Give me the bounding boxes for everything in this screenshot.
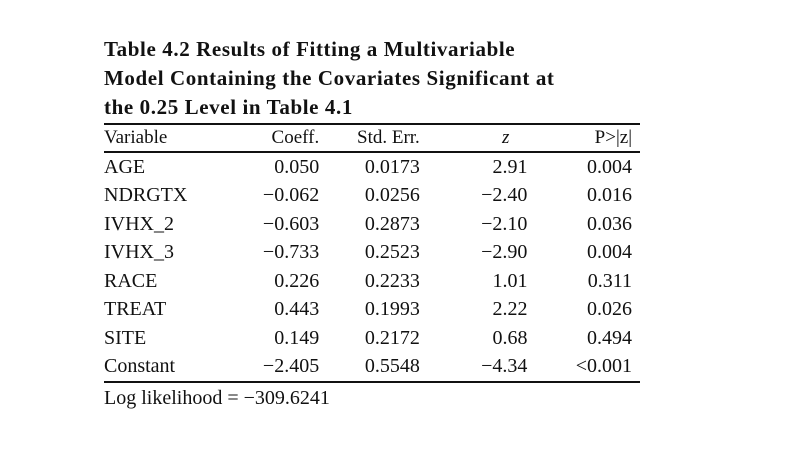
table-body: AGE 0.050 0.0173 2.91 0.004 NDRGTX −0.062 0.025… bbox=[104, 152, 640, 383]
z-cell: −2.90 bbox=[481, 241, 528, 264]
column-header-variable: Variable bbox=[104, 125, 228, 153]
coeff-cell: 0.226 bbox=[274, 269, 320, 292]
table-row: IVHX_3 −0.733 0.2523 −2.90 0.004 bbox=[104, 239, 640, 268]
table-caption: Table 4.2 Results of Fitting a Multivari… bbox=[104, 35, 640, 122]
z-cell: −2.10 bbox=[481, 212, 528, 235]
column-header-z: z bbox=[419, 125, 538, 153]
table-row: RACE 0.226 0.2233 1.01 0.311 bbox=[104, 267, 640, 296]
table-row: IVHX_2 −0.603 0.2873 −2.10 0.036 bbox=[104, 210, 640, 239]
header-row: Variable Coeff. Std. Err. z P>|z| bbox=[104, 125, 640, 153]
variable-cell: IVHX_3 bbox=[104, 241, 174, 264]
variable-cell: TREAT bbox=[104, 298, 167, 321]
results-table: Variable Coeff. Std. Err. z P>|z| AGE 0.0… bbox=[104, 125, 640, 383]
table-document: Table 4.2 Results of Fitting a Multivari… bbox=[104, 35, 640, 410]
p-value-cell: 0.036 bbox=[587, 212, 632, 235]
coeff-cell: −0.733 bbox=[262, 241, 320, 264]
coeff-cell: 0.149 bbox=[274, 326, 320, 349]
caption-line: the 0.25 Level in Table 4.1 bbox=[104, 95, 353, 119]
p-value-cell: 0.026 bbox=[587, 298, 632, 321]
z-cell: −4.34 bbox=[419, 352, 538, 383]
z-cell: 2.91 bbox=[492, 155, 528, 178]
column-header-std-err: Std. Err. bbox=[319, 125, 420, 153]
std-err-cell: 0.2523 bbox=[364, 241, 420, 264]
std-err-cell: 0.0173 bbox=[364, 155, 420, 178]
p-value-cell: 0.494 bbox=[587, 326, 632, 349]
top-rule bbox=[104, 123, 640, 125]
std-err-cell: 0.2233 bbox=[364, 269, 420, 292]
variable-cell: RACE bbox=[104, 269, 158, 292]
std-err-cell: 0.0256 bbox=[364, 184, 420, 207]
coeff-cell: −0.603 bbox=[262, 212, 320, 235]
variable-cell: SITE bbox=[104, 326, 147, 349]
variable-cell: Constant bbox=[104, 352, 228, 383]
variable-cell: AGE bbox=[104, 155, 146, 178]
variable-cell: IVHX_2 bbox=[104, 212, 174, 235]
p-value-cell: 0.016 bbox=[587, 184, 632, 207]
p-value-cell: 0.004 bbox=[587, 241, 632, 264]
std-err-cell: 0.5548 bbox=[319, 352, 420, 383]
log-likelihood-note: Log likelihood = −309.6241 bbox=[104, 387, 330, 409]
table-row: SITE 0.149 0.2172 0.68 0.494 bbox=[104, 324, 640, 353]
z-cell: −2.40 bbox=[481, 184, 528, 207]
p-value-cell: 0.004 bbox=[587, 155, 632, 178]
coeff-cell: 0.443 bbox=[274, 298, 320, 321]
table-row: TREAT 0.443 0.1993 2.22 0.026 bbox=[104, 296, 640, 325]
z-cell: 1.01 bbox=[492, 269, 528, 292]
table-row: NDRGTX −0.062 0.0256 −2.40 0.016 bbox=[104, 182, 640, 211]
caption-line: Model Containing the Covariates Signific… bbox=[104, 66, 555, 90]
coeff-cell: 0.050 bbox=[274, 155, 320, 178]
caption-line: Table 4.2 Results of Fitting a Multivari… bbox=[104, 37, 516, 61]
z-cell: 0.68 bbox=[492, 326, 528, 349]
column-header-p-value: P>|z| bbox=[537, 125, 640, 153]
coeff-cell: −2.405 bbox=[227, 352, 320, 383]
p-value-cell: <0.001 bbox=[537, 352, 640, 383]
std-err-cell: 0.1993 bbox=[364, 298, 420, 321]
table-row: AGE 0.050 0.0173 2.91 0.004 bbox=[104, 152, 640, 182]
z-cell: 2.22 bbox=[492, 298, 528, 321]
std-err-cell: 0.2873 bbox=[364, 212, 420, 235]
p-value-cell: 0.311 bbox=[587, 269, 632, 292]
column-header-coeff: Coeff. bbox=[227, 125, 320, 153]
std-err-cell: 0.2172 bbox=[364, 326, 420, 349]
variable-cell: NDRGTX bbox=[104, 184, 188, 207]
table-row: Constant −2.405 0.5548 −4.34 <0.001 bbox=[104, 352, 640, 383]
coeff-cell: −0.062 bbox=[262, 184, 320, 207]
